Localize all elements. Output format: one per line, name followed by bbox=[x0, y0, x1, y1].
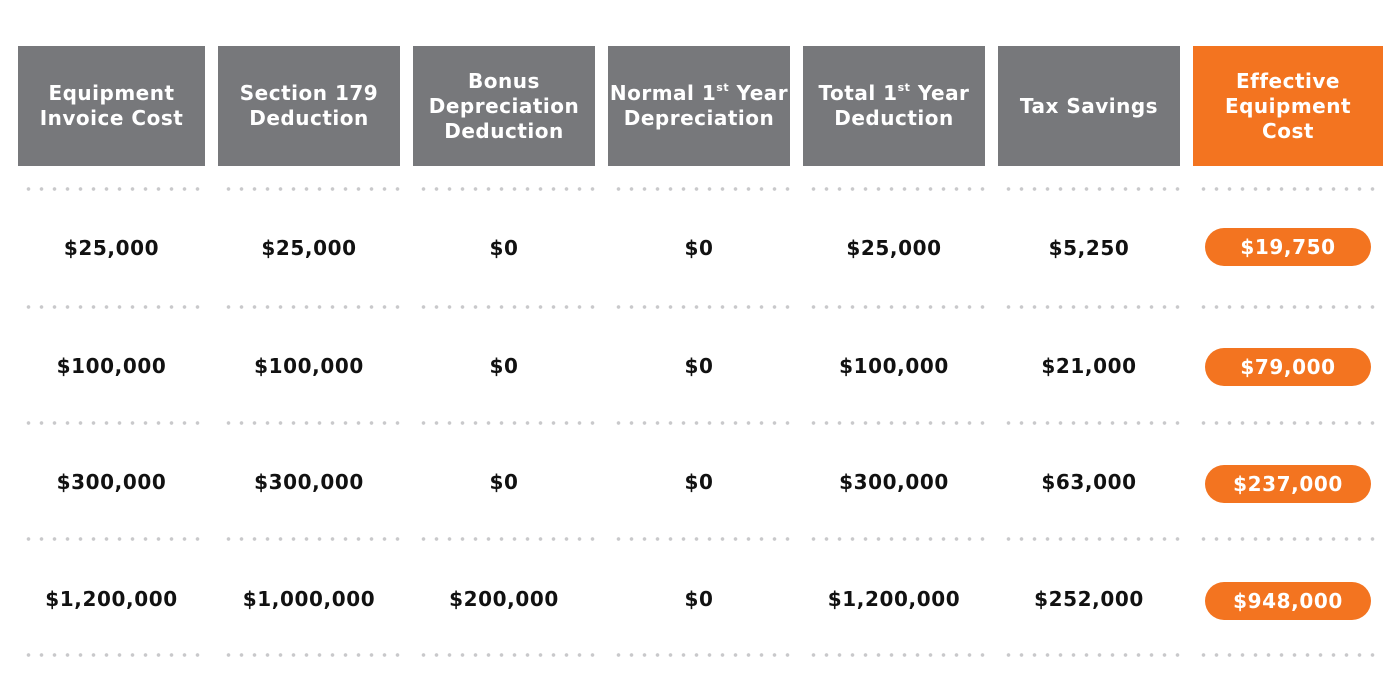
header-bonus-depreciation-deduction: Bonus Depreciation Deduction bbox=[413, 46, 595, 166]
column-tax-savings: Tax Savings $5,250 $21,000 $63,000 $252,… bbox=[998, 0, 1180, 700]
dotted-divider bbox=[18, 305, 205, 309]
dotted-divider bbox=[803, 305, 985, 309]
header-tax-savings: Tax Savings bbox=[998, 46, 1180, 166]
dotted-divider bbox=[998, 537, 1180, 541]
dotted-divider bbox=[413, 653, 595, 657]
cell-normal-depreciation: $0 bbox=[684, 354, 714, 378]
dotted-divider bbox=[18, 187, 205, 191]
dotted-divider bbox=[18, 653, 205, 657]
header-section-179-deduction: Section 179 Deduction bbox=[218, 46, 400, 166]
dotted-divider bbox=[608, 187, 790, 191]
dotted-divider bbox=[218, 187, 400, 191]
cell-normal-depreciation: $0 bbox=[684, 587, 714, 611]
cell-section-179: $300,000 bbox=[254, 470, 364, 494]
dotted-divider bbox=[608, 537, 790, 541]
dotted-divider bbox=[1193, 421, 1383, 425]
dotted-divider bbox=[218, 421, 400, 425]
dotted-divider bbox=[803, 187, 985, 191]
header-total-first-year-deduction: Total 1st Year Deduction bbox=[803, 46, 985, 166]
column-effective-equipment-cost: Effective Equipment Cost $19,750 $79,000… bbox=[1193, 0, 1383, 700]
header-equipment-invoice-cost: Equipment Invoice Cost bbox=[18, 46, 205, 166]
dotted-divider bbox=[218, 305, 400, 309]
cell-bonus-depreciation: $0 bbox=[489, 470, 519, 494]
effective-cost-badge: $79,000 bbox=[1205, 348, 1371, 386]
dotted-divider bbox=[1193, 305, 1383, 309]
cell-invoice-cost: $100,000 bbox=[56, 354, 167, 378]
dotted-divider bbox=[18, 421, 205, 425]
dotted-divider bbox=[413, 421, 595, 425]
dotted-divider bbox=[998, 653, 1180, 657]
cell-bonus-depreciation: $0 bbox=[489, 354, 519, 378]
dotted-divider bbox=[1193, 653, 1383, 657]
header-normal-first-year-depreciation: Normal 1st Year Depreciation bbox=[608, 46, 790, 166]
dotted-divider bbox=[803, 537, 985, 541]
cell-section-179: $1,000,000 bbox=[242, 587, 376, 611]
cell-tax-savings: $63,000 bbox=[1041, 470, 1137, 494]
cell-bonus-depreciation: $0 bbox=[489, 236, 519, 260]
effective-cost-badge: $19,750 bbox=[1205, 228, 1371, 266]
dotted-divider bbox=[998, 421, 1180, 425]
cell-tax-savings: $252,000 bbox=[1034, 587, 1144, 611]
cell-invoice-cost: $25,000 bbox=[63, 236, 160, 260]
dotted-divider bbox=[218, 537, 400, 541]
dotted-divider bbox=[1193, 537, 1383, 541]
dotted-divider bbox=[803, 421, 985, 425]
dotted-divider bbox=[608, 653, 790, 657]
cell-total-deduction: $25,000 bbox=[846, 236, 942, 260]
cell-normal-depreciation: $0 bbox=[684, 236, 714, 260]
cell-total-deduction: $100,000 bbox=[839, 354, 949, 378]
cell-total-deduction: $1,200,000 bbox=[827, 587, 961, 611]
effective-cost-badge: $948,000 bbox=[1205, 582, 1371, 620]
dotted-divider bbox=[413, 537, 595, 541]
cell-bonus-depreciation: $200,000 bbox=[449, 587, 559, 611]
dotted-divider bbox=[998, 187, 1180, 191]
dotted-divider bbox=[998, 305, 1180, 309]
dotted-divider bbox=[413, 305, 595, 309]
dotted-divider bbox=[803, 653, 985, 657]
cell-tax-savings: $5,250 bbox=[1048, 236, 1130, 260]
cell-normal-depreciation: $0 bbox=[684, 470, 714, 494]
column-bonus-depreciation: Bonus Depreciation Deduction $0 $0 $0 $2… bbox=[413, 0, 595, 700]
cell-tax-savings: $21,000 bbox=[1041, 354, 1137, 378]
cell-section-179: $100,000 bbox=[254, 354, 364, 378]
column-total-first-year-deduction: Total 1st Year Deduction $25,000 $100,00… bbox=[803, 0, 985, 700]
column-section-179: Section 179 Deduction $25,000 $100,000 $… bbox=[218, 0, 400, 700]
cell-invoice-cost: $1,200,000 bbox=[45, 587, 178, 611]
dotted-divider bbox=[1193, 187, 1383, 191]
dotted-divider bbox=[413, 187, 595, 191]
cell-section-179: $25,000 bbox=[261, 236, 357, 260]
column-normal-first-year-depreciation: Normal 1st Year Depreciation $0 $0 $0 $0 bbox=[608, 0, 790, 700]
effective-cost-badge: $237,000 bbox=[1205, 465, 1371, 503]
cell-invoice-cost: $300,000 bbox=[56, 470, 167, 494]
dotted-divider bbox=[608, 421, 790, 425]
dotted-divider bbox=[18, 537, 205, 541]
cell-total-deduction: $300,000 bbox=[839, 470, 949, 494]
header-effective-equipment-cost: Effective Equipment Cost bbox=[1193, 46, 1383, 166]
dotted-divider bbox=[608, 305, 790, 309]
dotted-divider bbox=[218, 653, 400, 657]
column-equipment-invoice-cost: Equipment Invoice Cost $25,000 $100,000 … bbox=[18, 0, 205, 700]
